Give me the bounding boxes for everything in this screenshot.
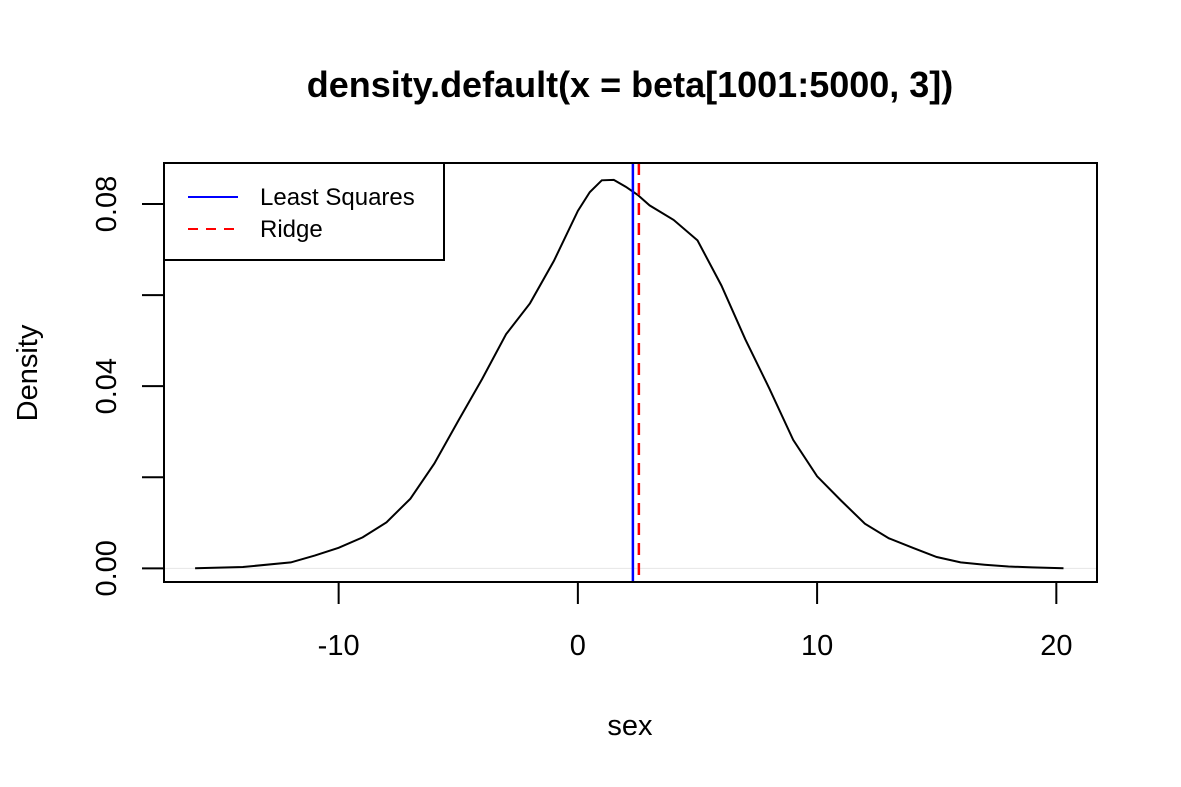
y-tick-label: 0.00 <box>91 540 123 596</box>
x-tick-label: 20 <box>1040 630 1072 662</box>
legend-label: Ridge <box>260 216 323 243</box>
y-axis-label: Density <box>12 324 44 421</box>
y-tick-label: 0.08 <box>91 176 123 232</box>
x-axis-label: sex <box>607 710 653 742</box>
x-tick-label: 0 <box>570 630 586 662</box>
y-tick-label: 0.04 <box>91 358 123 414</box>
legend-label: Least Squares <box>260 184 415 211</box>
x-tick-label: 10 <box>801 630 833 662</box>
x-tick-label: -10 <box>318 630 360 662</box>
chart-title: density.default(x = beta[1001:5000, 3]) <box>307 64 954 105</box>
legend-box <box>163 162 445 261</box>
